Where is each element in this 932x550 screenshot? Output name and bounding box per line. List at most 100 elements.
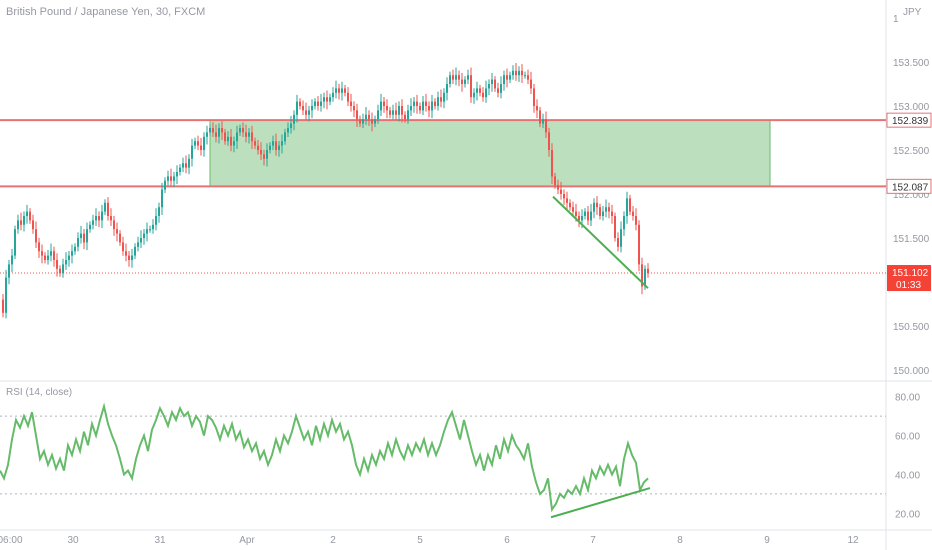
current-price-badge <box>887 265 931 292</box>
candle-body <box>428 106 430 111</box>
candle-body <box>584 211 586 216</box>
price-tick-label: 153.000 <box>893 102 930 113</box>
candle-body <box>386 106 388 111</box>
rsi-tick-label: 80.00 <box>895 393 920 404</box>
candle-body <box>599 207 601 216</box>
candle-body <box>239 128 241 133</box>
candle-body <box>302 106 304 111</box>
candle-body <box>17 220 19 230</box>
time-tick-label: 6 <box>504 535 510 546</box>
candle-body <box>611 211 613 216</box>
candle-body <box>548 132 550 150</box>
candle-body <box>257 145 259 150</box>
candle-body <box>107 202 109 216</box>
candle-body <box>188 158 190 168</box>
candle-body <box>32 220 34 230</box>
time-tick-label: 9 <box>764 535 770 546</box>
candle-body <box>218 128 220 137</box>
candle-body <box>23 216 25 225</box>
candle-body <box>140 238 142 243</box>
candle-body <box>416 101 418 106</box>
candle-body <box>527 75 529 80</box>
candle-body <box>578 216 580 221</box>
candle-body <box>146 229 148 234</box>
levels-layer <box>0 119 886 274</box>
candle-body <box>371 119 373 124</box>
candle-body <box>281 141 283 146</box>
candle-body <box>443 92 445 102</box>
candle-body <box>80 233 82 238</box>
candle-body <box>491 79 493 84</box>
candle-body <box>71 251 73 256</box>
candle-body <box>125 251 127 256</box>
candle-body <box>401 106 403 115</box>
candle-body <box>437 97 439 106</box>
candle-body <box>119 233 121 243</box>
candle-body <box>278 145 280 150</box>
candle-body <box>542 119 544 124</box>
candle-body <box>116 229 118 234</box>
candle-body <box>455 75 457 80</box>
candle-body <box>317 101 319 106</box>
candle-body <box>155 216 157 225</box>
candle-body <box>605 207 607 212</box>
price-tick-label: 150.000 <box>893 366 930 377</box>
candle-body <box>161 189 163 208</box>
candle-body <box>245 132 247 137</box>
currency-label: JPY <box>903 7 922 18</box>
candle-body <box>272 141 274 146</box>
candle-body <box>323 97 325 102</box>
candle-body <box>488 84 490 89</box>
rsi-layer <box>0 402 886 519</box>
candle-body <box>575 211 577 216</box>
price-tick-label: 150.500 <box>893 322 930 333</box>
candle-body <box>353 106 355 111</box>
rsi-tick-label: 60.00 <box>895 432 920 443</box>
candle-body <box>149 229 151 231</box>
candle-body <box>566 198 568 203</box>
candle-body <box>311 106 313 111</box>
candle-body <box>167 176 169 181</box>
candle-body <box>476 88 478 93</box>
candle-body <box>77 238 79 247</box>
candle-body <box>350 101 352 106</box>
candle-body <box>50 251 52 256</box>
candle-body <box>230 136 232 146</box>
candle-body <box>365 114 367 120</box>
candle-body <box>497 88 499 93</box>
candle-body <box>533 88 535 106</box>
candle-body <box>113 220 115 230</box>
candle-body <box>182 163 184 168</box>
candle-body <box>539 110 541 124</box>
candle-body <box>305 110 307 115</box>
candle-body <box>635 216 637 225</box>
candle-body <box>236 132 238 142</box>
candle-body <box>266 150 268 159</box>
candle-body <box>56 260 58 269</box>
candle-body <box>104 202 106 212</box>
candle-body <box>98 216 100 221</box>
candle-body <box>557 185 559 190</box>
candle-body <box>614 216 616 238</box>
time-tick-label: 7 <box>590 535 596 546</box>
candle-body <box>410 106 412 111</box>
time-tick-label: 31 <box>154 535 166 546</box>
candle-body <box>392 110 394 115</box>
rsi-line <box>0 402 649 513</box>
trend-layer <box>552 195 649 289</box>
candle-body <box>260 150 262 155</box>
candle-body <box>383 101 385 106</box>
candle-body <box>431 101 433 111</box>
candle-body <box>59 268 61 274</box>
candle-body <box>398 106 400 115</box>
candle-body <box>65 260 67 265</box>
rsi-title: RSI (14, close) <box>6 387 73 398</box>
candle-body <box>503 75 505 84</box>
candles <box>2 63 649 319</box>
candle-body <box>344 88 346 93</box>
candle-body <box>290 123 292 128</box>
